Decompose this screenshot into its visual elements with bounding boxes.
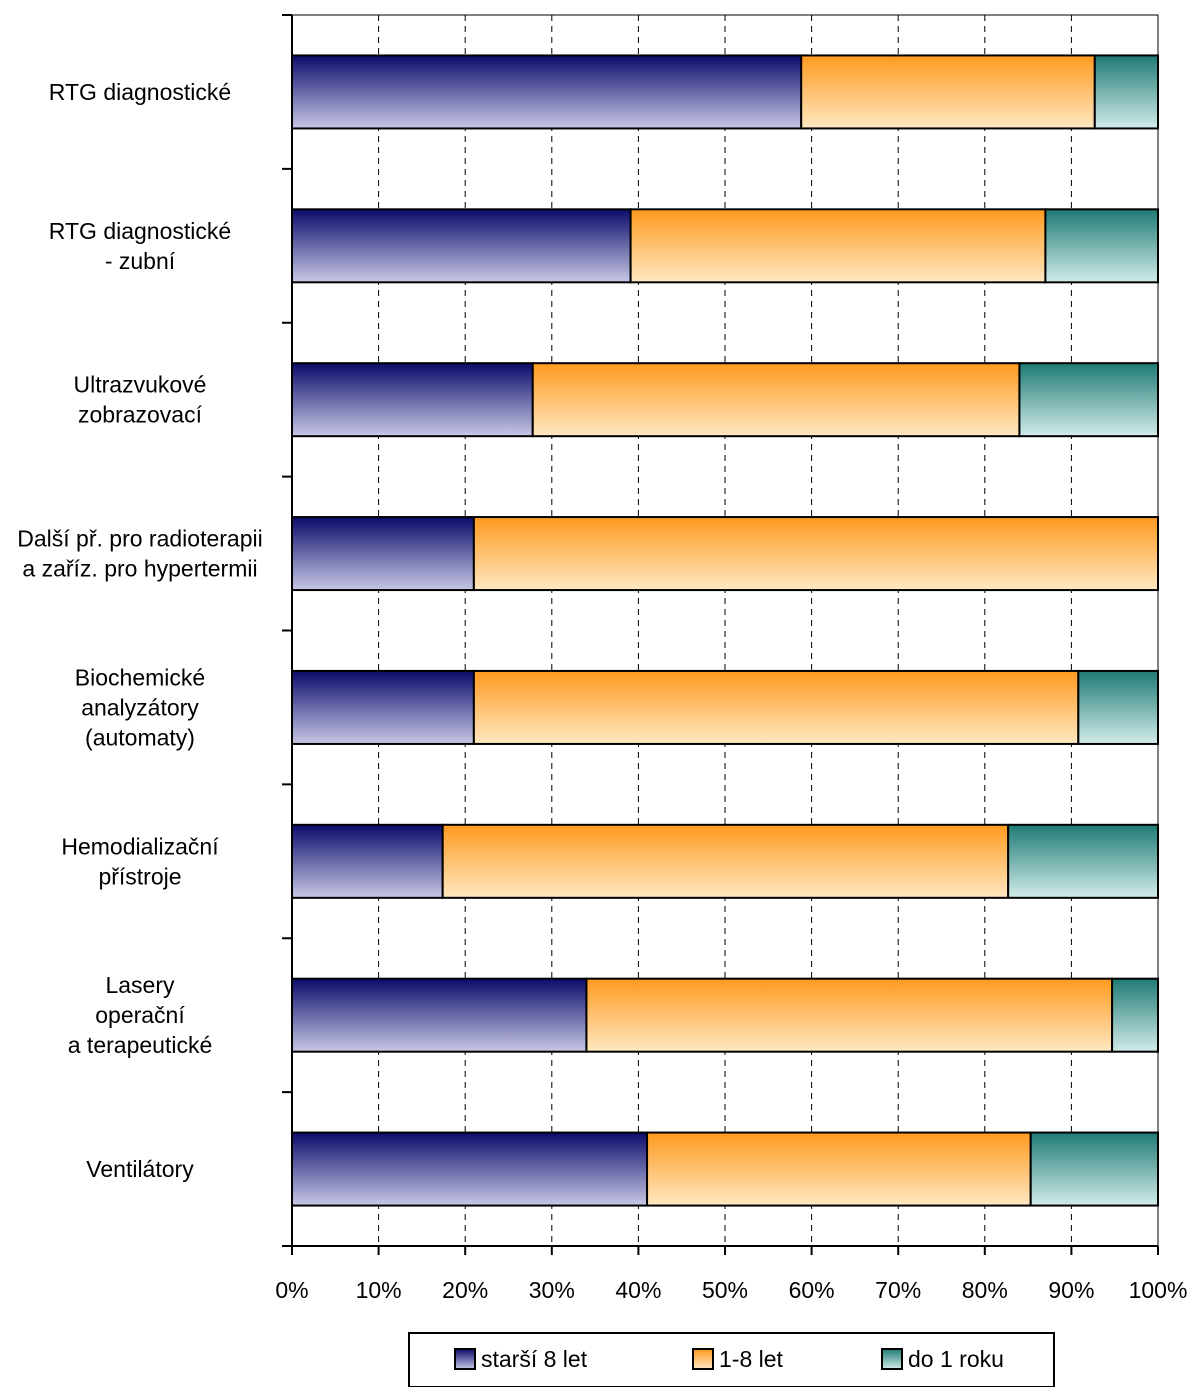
category-label-line: a zaříz. pro hypertermii <box>22 556 257 582</box>
bar-segment <box>291 1131 649 1207</box>
category-label-line: RTG diagnostické <box>49 79 231 105</box>
bar-segment <box>291 823 444 899</box>
bar-segment <box>441 823 1010 899</box>
legend-box <box>408 1332 1055 1387</box>
category-label-line: analyzátory <box>81 694 199 720</box>
axes <box>282 14 1159 1255</box>
bar-segment <box>629 208 1047 284</box>
bar-segment <box>472 516 1159 592</box>
x-tick-label: 20% <box>442 1277 488 1303</box>
category-labels: RTG diagnostické RTG diagnostické - zubní U… <box>17 79 262 1182</box>
legend-label: do 1 roku <box>908 1346 1004 1372</box>
category-label-line: - zubní <box>105 248 176 274</box>
gridlines <box>378 15 1072 1246</box>
bar-segment <box>585 977 1114 1053</box>
bar-segment <box>800 54 1096 130</box>
bar-segment <box>1007 823 1159 899</box>
category-label: RTG diagnostické <box>49 79 231 105</box>
category-label-line: Hemodializační <box>61 833 219 859</box>
legend-swatch <box>692 1348 714 1370</box>
x-tick-label: 50% <box>702 1277 748 1303</box>
category-label-line: Lasery <box>105 972 175 998</box>
category-label: Ventilátory <box>86 1156 194 1182</box>
x-tick-label: 10% <box>356 1277 402 1303</box>
bar-segment <box>472 669 1080 745</box>
x-tick-label: 90% <box>1048 1277 1094 1303</box>
bar-segment <box>291 516 475 592</box>
bar-segment <box>1093 54 1159 130</box>
category-label-line: (automaty) <box>85 724 195 750</box>
bar-segment <box>1029 1131 1159 1207</box>
category-label-line: zobrazovací <box>78 402 203 428</box>
category-label-line: Další př. pro radioterapii <box>17 526 262 552</box>
x-tick-label: 70% <box>875 1277 921 1303</box>
category-label-line: operační <box>95 1002 185 1028</box>
x-tick-label: 0% <box>275 1277 308 1303</box>
x-tick-label: 60% <box>789 1277 835 1303</box>
bars <box>291 54 1160 1207</box>
category-label: Biochemické analyzátory (automaty) <box>75 664 205 750</box>
x-tick-labels: 0% 10% 20% 30% 40% 50% 60% 70% 80% 90% 100% <box>275 1277 1187 1303</box>
category-label-line: Ventilátory <box>86 1156 194 1182</box>
category-label: Hemodializační přístroje <box>61 833 219 889</box>
category-label: Ultrazvukové zobrazovací <box>74 372 207 428</box>
bar-segment <box>291 208 632 284</box>
category-label-line: přístroje <box>98 863 181 889</box>
x-tick-label: 100% <box>1129 1277 1188 1303</box>
legend: starší 8 let 1-8 let do 1 roku <box>408 1332 1055 1387</box>
legend-label: starší 8 let <box>481 1346 588 1372</box>
bar-segment <box>1044 208 1160 284</box>
category-label: RTG diagnostické - zubní <box>49 218 231 274</box>
x-tick-label: 80% <box>962 1277 1008 1303</box>
bar-segment <box>291 362 534 438</box>
bar-segment <box>646 1131 1032 1207</box>
category-label-line: Ultrazvukové <box>74 372 207 398</box>
category-label-line: Biochemické <box>75 664 205 690</box>
bar-segment <box>531 362 1021 438</box>
x-tick-label: 30% <box>529 1277 575 1303</box>
bar-segment <box>291 669 475 745</box>
category-label: Další př. pro radioterapii a zaříz. pro h… <box>17 526 262 582</box>
category-label: Lasery operační a terapeutické <box>68 972 212 1058</box>
bar-segment <box>1018 362 1159 438</box>
category-label-line: RTG diagnostické <box>49 218 231 244</box>
bar-segment <box>1111 977 1160 1053</box>
bar-segment <box>291 54 803 130</box>
x-tick-label: 40% <box>615 1277 661 1303</box>
legend-label: 1-8 let <box>719 1346 784 1372</box>
bar-segment <box>291 977 588 1053</box>
legend-swatch <box>454 1348 476 1370</box>
category-label-line: a terapeutické <box>68 1032 212 1058</box>
legend-swatch <box>881 1348 903 1370</box>
bar-segment <box>1077 669 1159 745</box>
